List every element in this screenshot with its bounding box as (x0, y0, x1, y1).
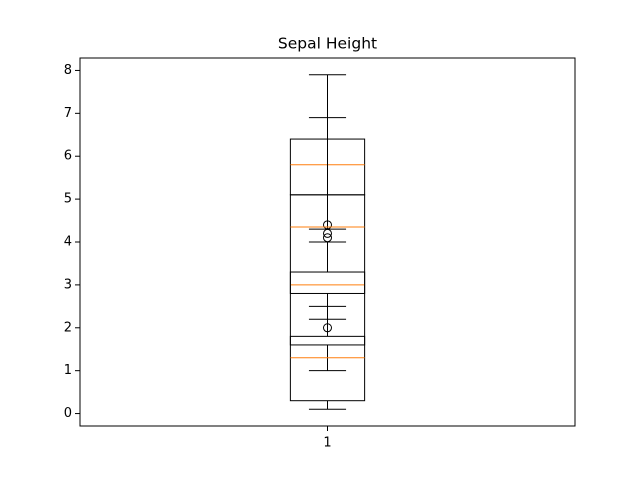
y-tick-label: 5 (64, 192, 72, 207)
flier (323, 228, 332, 238)
box (289, 335, 366, 402)
flier (323, 233, 332, 243)
flier (323, 220, 332, 230)
box (289, 194, 366, 346)
plot-frame (79, 57, 576, 427)
y-tick-label: 6 (64, 149, 72, 164)
box (289, 271, 366, 294)
y-tick-label: 3 (64, 277, 72, 292)
y-tick-label: 2 (64, 320, 72, 335)
y-tick-label: 8 (64, 63, 72, 78)
y-tick-label: 0 (64, 406, 72, 421)
y-tick-label: 7 (64, 106, 72, 121)
y-tick-label: 1 (64, 363, 72, 378)
chart-title: Sepal Height (278, 35, 377, 53)
y-tick-label: 4 (64, 235, 72, 250)
x-tick-label: 1 (323, 436, 331, 451)
